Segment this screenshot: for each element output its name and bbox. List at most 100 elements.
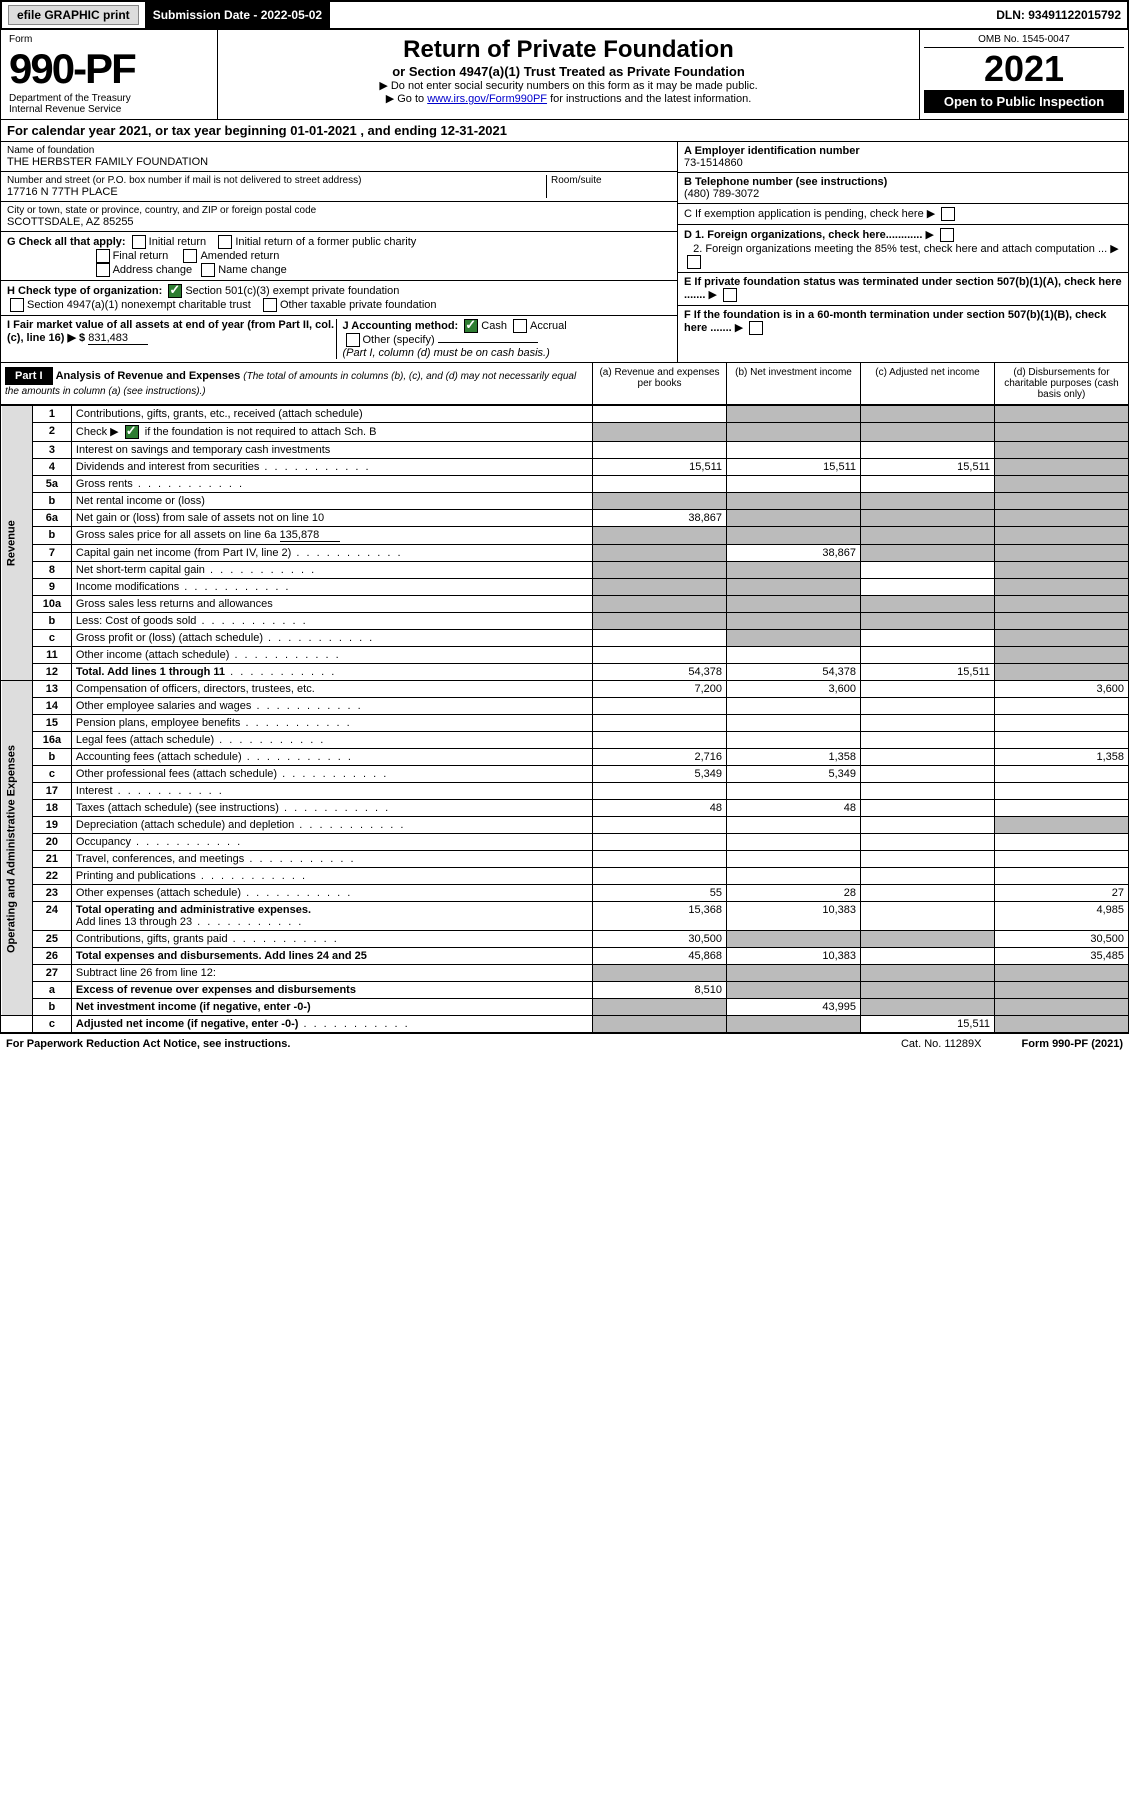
l8-desc: Net short-term capital gain [71,562,592,579]
form990pf-link[interactable]: www.irs.gov/Form990PF [427,93,547,105]
j-accounting: J Accounting method: Cash Accrual Other … [336,319,672,359]
chk-initial-return[interactable] [132,235,146,249]
l16a-desc: Legal fees (attach schedule) [71,732,592,749]
chk-initial-former[interactable] [218,235,232,249]
city-state-zip: SCOTTSDALE, AZ 85255 [7,216,671,228]
tel-label: B Telephone number (see instructions) [684,176,887,188]
addr-label: Number and street (or P.O. box number if… [7,175,546,186]
l12-c: 15,511 [861,664,995,681]
chk-other-method[interactable] [346,333,360,347]
table-row: 8Net short-term capital gain [1,562,1129,579]
l4-a: 15,511 [593,459,727,476]
table-row: cOther professional fees (attach schedul… [1,766,1129,783]
opt-former: Initial return of a former public charit… [235,236,416,248]
l18-desc: Taxes (attach schedule) (see instruction… [71,800,592,817]
l5b-desc: Net rental income or (loss) [71,493,592,510]
table-row: 18Taxes (attach schedule) (see instructi… [1,800,1129,817]
table-row: 11Other income (attach schedule) [1,647,1129,664]
table-row: Operating and Administrative Expenses 13… [1,681,1129,698]
l10b-desc: Less: Cost of goods sold [71,613,592,630]
l24-d: 4,985 [995,902,1129,931]
h-check: H Check type of organization: Section 50… [1,281,677,316]
table-row: bNet rental income or (loss) [1,493,1129,510]
instr-2: ▶ Go to www.irs.gov/Form990PF for instru… [224,92,913,105]
col-a-hdr: (a) Revenue and expenses per books [592,363,726,404]
open-public: Open to Public Inspection [924,90,1124,113]
table-row: bLess: Cost of goods sold [1,613,1129,630]
l27a-a: 8,510 [593,982,727,999]
table-row: bAccounting fees (attach schedule)2,7161… [1,749,1129,766]
l23-desc: Other expenses (attach schedule) [71,885,592,902]
chk-addr-change[interactable] [96,263,110,277]
chk-amended[interactable] [183,249,197,263]
part1-table: Revenue 1Contributions, gifts, grants, e… [0,405,1129,1033]
calendar-year: For calendar year 2021, or tax year begi… [0,120,1129,142]
top-bar: efile GRAPHIC print Submission Date - 20… [0,0,1129,30]
l6a-desc: Net gain or (loss) from sale of assets n… [71,510,592,527]
table-row: 4Dividends and interest from securities1… [1,459,1129,476]
table-row: Revenue 1Contributions, gifts, grants, e… [1,406,1129,423]
table-row: 12Total. Add lines 1 through 1154,37854,… [1,664,1129,681]
l6b-desc: Gross sales price for all assets on line… [71,527,592,545]
table-row: 19Depreciation (attach schedule) and dep… [1,817,1129,834]
chk-accrual[interactable] [513,319,527,333]
chk-501c3[interactable] [168,284,182,298]
l1-desc: Contributions, gifts, grants, etc., rece… [71,406,592,423]
page-footer: For Paperwork Reduction Act Notice, see … [0,1033,1129,1054]
efile-print-btn[interactable]: efile GRAPHIC print [2,2,147,28]
d-foreign: D 1. Foreign organizations, check here..… [678,225,1128,273]
f-60month: F If the foundation is in a 60-month ter… [678,306,1128,338]
h-label: H Check type of organization: [7,285,162,297]
other-method-line [438,342,538,343]
g-label: G Check all that apply: [7,236,126,248]
l13-b: 3,600 [727,681,861,698]
table-row: 3Interest on savings and temporary cash … [1,442,1129,459]
l24-desc: Total operating and administrative expen… [71,902,592,931]
form-ref: Form 990-PF (2021) [1022,1038,1124,1050]
chk-4947[interactable] [10,298,24,312]
l23-a: 55 [593,885,727,902]
street-address: 17716 N 77TH PLACE [7,186,546,198]
form-number: 990-PF [9,45,209,93]
chk-d2[interactable] [687,255,701,269]
chk-other-tax[interactable] [263,298,277,312]
form-title: Return of Private Foundation [224,36,913,64]
l26-b: 10,383 [727,948,861,965]
chk-c[interactable] [941,207,955,221]
col-c-hdr: (c) Adjusted net income [860,363,994,404]
table-row: bGross sales price for all assets on lin… [1,527,1129,545]
instr-2b: for instructions and the latest informat… [547,93,751,105]
l13-a: 7,200 [593,681,727,698]
foundation-name: THE HERBSTER FAMILY FOUNDATION [7,156,671,168]
chk-schb[interactable] [125,425,139,439]
revenue-vlabel: Revenue [1,406,33,681]
chk-f[interactable] [749,321,763,335]
l6a-a: 38,867 [593,510,727,527]
chk-name-change[interactable] [201,263,215,277]
table-row: 7Capital gain net income (from Part IV, … [1,545,1129,562]
opt-namechg: Name change [218,264,287,276]
l26-d: 35,485 [995,948,1129,965]
chk-final-return[interactable] [96,249,110,263]
l4-c: 15,511 [861,459,995,476]
room-label: Room/suite [551,175,671,186]
ein: 73-1514860 [684,157,743,169]
l7-b: 38,867 [727,545,861,562]
l4-desc: Dividends and interest from securities [71,459,592,476]
table-row: 27Subtract line 26 from line 12: [1,965,1129,982]
table-row: 15Pension plans, employee benefits [1,715,1129,732]
dln: DLN: 93491122015792 [990,2,1127,28]
table-row: 21Travel, conferences, and meetings [1,851,1129,868]
paperwork-notice: For Paperwork Reduction Act Notice, see … [6,1038,290,1050]
chk-d1[interactable] [940,228,954,242]
table-row: bNet investment income (if negative, ent… [1,999,1129,1016]
l16b-desc: Accounting fees (attach schedule) [71,749,592,766]
l12-a: 54,378 [593,664,727,681]
chk-cash[interactable] [464,319,478,333]
opt-cash: Cash [481,320,507,332]
l27b-b: 43,995 [727,999,861,1016]
ein-label: A Employer identification number [684,145,860,157]
chk-e[interactable] [723,288,737,302]
e-terminated: E If private foundation status was termi… [678,273,1128,306]
dept: Department of the Treasury [9,93,209,104]
